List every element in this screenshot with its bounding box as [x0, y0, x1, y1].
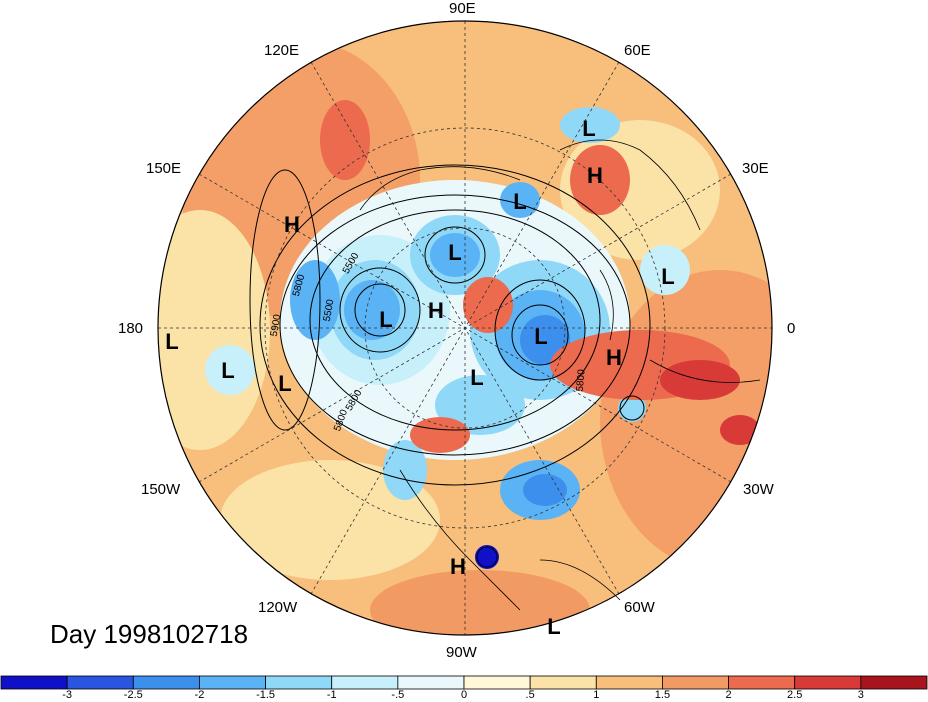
- lon-label-90e: 90E: [449, 0, 476, 17]
- colorbar-swatch: [728, 675, 796, 690]
- lon-label-60e: 60E: [624, 42, 651, 59]
- colorbar-tick-label: 1: [593, 689, 600, 701]
- graticule: [158, 21, 772, 635]
- lon-label-150w: 150W: [141, 481, 181, 498]
- lon-label-60w: 60W: [624, 599, 655, 616]
- pressure-center-low: L: [513, 189, 527, 214]
- colorbar-swatch: [794, 675, 862, 690]
- pressure-center-low: L: [534, 324, 548, 349]
- map-boundary: [157, 20, 773, 636]
- pressure-center-high: H: [587, 163, 603, 188]
- colorbar-swatch: [595, 675, 663, 690]
- pressure-center-low: L: [582, 116, 596, 141]
- coastlines: [359, 139, 761, 611]
- colorbar-swatch: [199, 675, 266, 690]
- colorbar-tick-label: -.5: [391, 689, 405, 701]
- pressure-center-high: L: [278, 371, 292, 396]
- colorbar-tick-label: 2: [725, 689, 732, 701]
- colorbar-tick-label: -1.5: [256, 689, 276, 701]
- colorbar-swatch: [397, 675, 465, 690]
- lon-label-150e: 150E: [146, 160, 182, 177]
- height-contours: [249, 164, 651, 568]
- lon-label-180: 180: [118, 320, 144, 337]
- pressure-center-low: L: [221, 358, 235, 383]
- lon-label-90w: 90W: [446, 644, 477, 661]
- colorbar-swatch: [66, 675, 134, 690]
- colorbar-swatch: [529, 675, 597, 690]
- pressure-center-low: L: [379, 307, 393, 332]
- day-title: Day 1998102718: [50, 619, 249, 649]
- colorbar-tick-label: 2.5: [787, 689, 803, 701]
- colorbar-swatch: [331, 675, 399, 690]
- lon-label-30e: 30E: [742, 160, 769, 177]
- colorbar-tick-label: -1: [326, 689, 337, 701]
- colorbar-swatch: [0, 675, 68, 690]
- colorbar-swatch: [132, 675, 200, 690]
- colorbar-swatch: [662, 675, 729, 690]
- pressure-center-low: L: [448, 240, 462, 265]
- pressure-center-high: H: [428, 298, 444, 323]
- pressure-center-high: H: [450, 554, 466, 579]
- colorbar-tick-label: 3: [857, 689, 864, 701]
- colorbar-tick-label: 0: [460, 689, 468, 701]
- pressure-center-low: L: [470, 365, 484, 390]
- pressure-center-low: L: [547, 614, 561, 639]
- colorbar: [0, 675, 928, 690]
- colorbar-swatch: [463, 675, 531, 690]
- lon-label-30w: 30W: [743, 481, 774, 498]
- colorbar-tick-label: 1.5: [654, 689, 671, 701]
- pressure-center-low: L: [165, 329, 179, 354]
- colorbar-tick-label: .5: [525, 689, 535, 701]
- lon-label-0: 0: [787, 320, 796, 337]
- colorbar-swatch: [860, 675, 928, 690]
- anomaly-field: [158, 21, 772, 635]
- pressure-center-high: H: [606, 345, 622, 370]
- pressure-center-low: L: [661, 264, 675, 289]
- lon-label-120e: 120E: [264, 42, 300, 59]
- colorbar-tick-label: -2: [194, 689, 205, 701]
- colorbar-swatch: [265, 675, 333, 690]
- contour-label: 5800: [574, 368, 588, 393]
- colorbar-tick-label: -2.5: [123, 689, 143, 701]
- lon-label-120w: 120W: [258, 599, 298, 616]
- pressure-center-high: H: [284, 212, 300, 237]
- colorbar-tick-label: -3: [62, 689, 73, 701]
